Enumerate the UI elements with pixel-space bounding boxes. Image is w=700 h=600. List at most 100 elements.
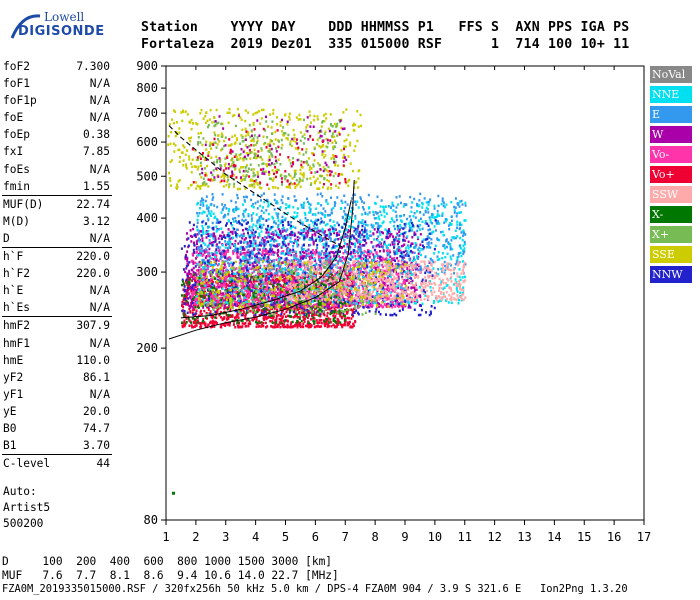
echo-point [294, 308, 297, 311]
echo-point [264, 315, 267, 318]
echo-point [265, 298, 268, 302]
echo-point [386, 246, 389, 250]
echo-point [427, 211, 430, 214]
echo-point [262, 242, 265, 245]
echo-point [265, 281, 268, 284]
echo-point [335, 272, 338, 275]
echo-point [426, 235, 429, 238]
param-label: yE [3, 404, 17, 418]
echo-point [227, 261, 230, 265]
echo-point [290, 253, 293, 257]
echo-point [227, 322, 230, 326]
echo-point [290, 279, 293, 283]
echo-point [250, 252, 253, 255]
echo-point [227, 274, 230, 277]
echo-point [260, 296, 263, 299]
echo-point [463, 247, 466, 250]
y-tick-label: 200 [136, 341, 158, 355]
echo-point [298, 311, 301, 314]
echo-point [257, 325, 260, 328]
echo-point [284, 325, 287, 328]
echo-point [454, 236, 457, 240]
echo-point [340, 246, 343, 250]
echo-point [303, 294, 306, 298]
echo-point [393, 241, 396, 244]
echo-point [213, 306, 216, 309]
param-value: N/A [89, 111, 110, 125]
logo-arc-icon [10, 14, 41, 39]
echo-point [297, 308, 300, 311]
y-tick-label: 500 [136, 169, 158, 183]
echo-point [311, 252, 314, 255]
echo-point [310, 299, 313, 303]
echo-point [271, 307, 273, 311]
echo-point [433, 204, 436, 208]
echo-point [269, 258, 272, 262]
echo-point [224, 204, 227, 207]
echo-point [231, 269, 233, 273]
echo-point [294, 305, 297, 309]
echo-point [372, 253, 375, 256]
echo-point [344, 235, 347, 238]
echo-point [459, 211, 462, 214]
echo-point [294, 301, 297, 305]
param-row: foEp 0.38 [2, 126, 112, 143]
echo-point [251, 271, 254, 275]
echo-point [366, 213, 369, 216]
echo-point [209, 321, 211, 325]
echo-point [419, 233, 422, 236]
echo-point [205, 269, 208, 272]
echo-point [286, 319, 289, 322]
echo-point [383, 269, 386, 273]
echo-point [221, 284, 224, 287]
echo-point [346, 316, 349, 320]
echo-point [233, 272, 236, 275]
echo-point [366, 285, 369, 288]
echo-point [258, 234, 261, 238]
echo-point [405, 222, 407, 226]
echo-point [407, 222, 410, 225]
echo-point [216, 311, 219, 314]
echo-point [195, 321, 198, 324]
echo-point [207, 299, 210, 302]
echo-point [313, 251, 316, 254]
echo-point [288, 287, 291, 291]
echo-point [433, 252, 436, 255]
echo-point [206, 214, 209, 217]
echo-point [403, 304, 405, 308]
echo-point [316, 193, 319, 196]
echo-point [305, 297, 308, 300]
echo-point [265, 249, 268, 253]
echo-point [221, 317, 224, 320]
echo-point [199, 238, 201, 242]
echo-point [213, 268, 216, 272]
echo-point [221, 303, 224, 306]
echo-point [396, 234, 399, 237]
echo-point [338, 230, 341, 233]
echo-point [324, 213, 327, 217]
echo-point [317, 202, 320, 205]
echo-point [244, 287, 247, 290]
echo-point [395, 214, 398, 218]
echo-point [204, 290, 206, 293]
echo-point [250, 283, 253, 286]
echo-point [264, 247, 267, 251]
echo-point [216, 228, 219, 232]
echo-point [264, 321, 267, 325]
echo-point [239, 325, 241, 328]
echo-point [282, 250, 285, 253]
echo-point [354, 264, 357, 267]
echo-point [219, 297, 222, 300]
echo-point [250, 204, 253, 208]
echo-point [266, 308, 269, 311]
echo-point [222, 292, 225, 295]
echo-point [297, 272, 300, 276]
echo-point [285, 203, 288, 206]
echo-point [263, 290, 266, 293]
echo-point [264, 256, 267, 259]
echo-point [225, 314, 228, 317]
auto-code: 500200 [3, 517, 44, 530]
echo-point [244, 208, 247, 211]
echo-point [396, 256, 399, 260]
echo-point [190, 296, 193, 299]
